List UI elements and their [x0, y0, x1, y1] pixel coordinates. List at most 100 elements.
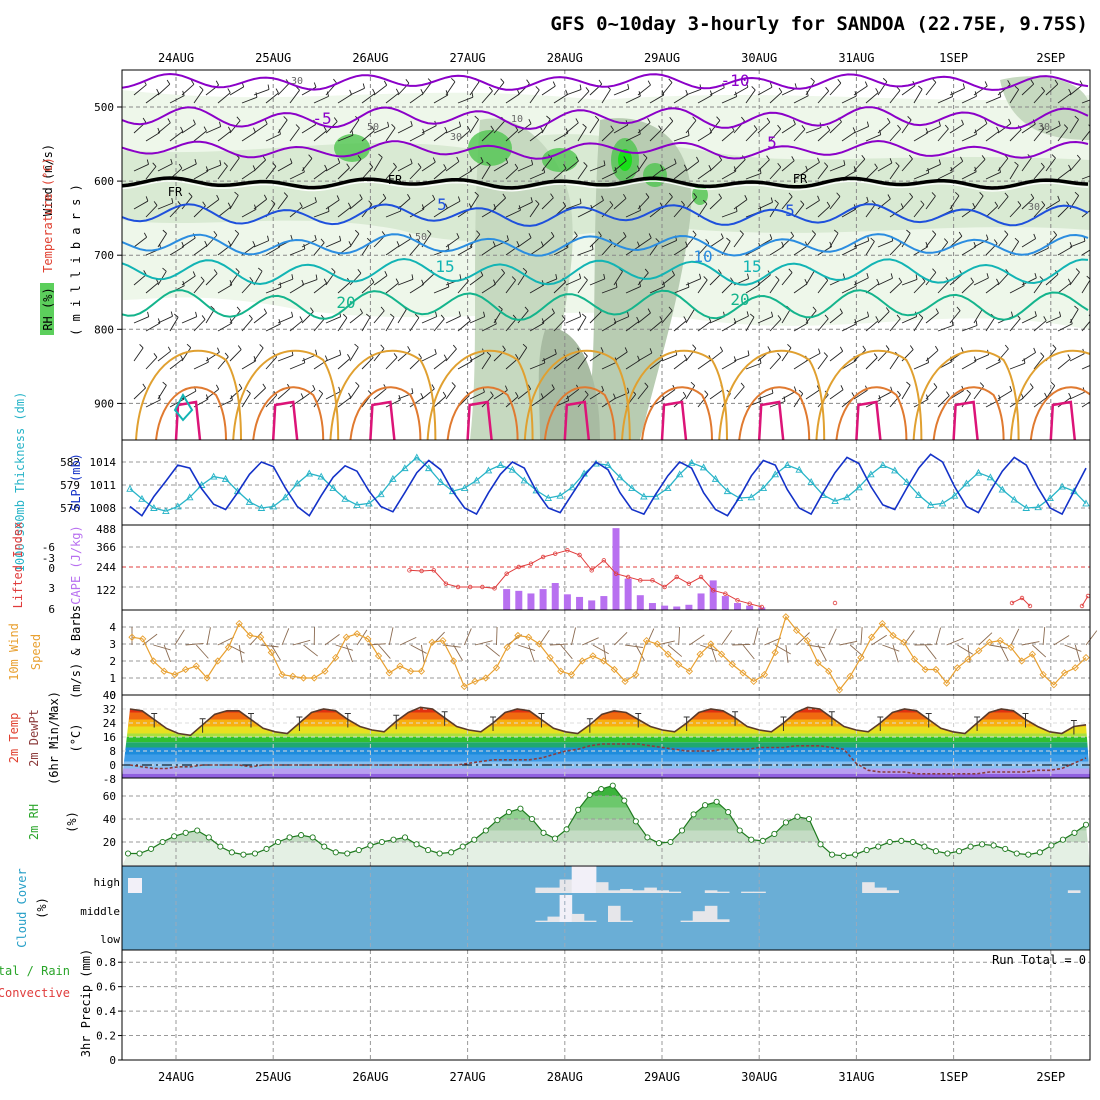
- wind-barb-flag: [885, 345, 890, 350]
- wind-barb: [325, 354, 341, 362]
- contour-label: FR: [168, 185, 183, 199]
- wind-barb-flag: [719, 346, 724, 352]
- wind10-marker: [760, 670, 769, 679]
- wind-barb-flag: [584, 390, 589, 396]
- wind-barb-flag: [530, 197, 533, 203]
- wind-barb: [901, 385, 911, 400]
- wind-barb: [241, 360, 256, 370]
- wind10-marker: [889, 631, 897, 640]
- cloud-bar: [620, 920, 633, 922]
- wind-barb-flag: [255, 92, 258, 98]
- wind10-barb: [399, 636, 417, 646]
- date-label-top: 28AUG: [547, 51, 583, 65]
- wind-barb-flag: [395, 278, 399, 284]
- wind-barb: [889, 128, 901, 142]
- contour-label: 10: [511, 114, 523, 125]
- wind-barb: [637, 122, 651, 134]
- wind-barb-flag: [162, 381, 167, 386]
- wind-barb: [889, 318, 901, 332]
- wind-barb: [157, 233, 167, 248]
- wind-barb: [493, 197, 506, 210]
- wind-barb-flag: [458, 311, 461, 317]
- wind-barb-flag: [143, 232, 148, 238]
- wind-barb-flag: [578, 273, 582, 279]
- wind-barb: [1021, 277, 1037, 286]
- rh-marker: [921, 843, 928, 850]
- wind-barb-flag: [502, 193, 506, 199]
- contour-freezing-inner: [122, 180, 1089, 192]
- wind-barb: [313, 130, 327, 142]
- wind-barb-flag: [359, 308, 363, 314]
- thickness-marker: [257, 504, 266, 511]
- thickness-line: [129, 456, 1087, 512]
- rh-marker: [355, 847, 362, 854]
- wind-barb-flag: [1053, 230, 1058, 236]
- cape-bar: [612, 528, 620, 610]
- wind-barb: [889, 207, 904, 218]
- wind-barb: [265, 246, 281, 256]
- wind-barb: [565, 316, 581, 324]
- wind-barb-flag: [457, 196, 461, 202]
- rh-moist-spot: [334, 134, 370, 162]
- wind10-marker: [364, 635, 372, 643]
- wind-barb-flag: [864, 81, 868, 87]
- wind-barb: [685, 160, 700, 172]
- contour-plus35-arc: [369, 400, 396, 440]
- wind-barb-flag: [579, 84, 582, 90]
- wind-barb: [865, 203, 876, 218]
- contour-label: 5: [437, 195, 447, 214]
- rh-marker: [332, 849, 339, 856]
- wind10-marker: [621, 677, 629, 686]
- wind-barb: [205, 164, 222, 172]
- wind10-marker: [1082, 653, 1090, 662]
- wind-barb-flag: [778, 87, 783, 93]
- wind-barb: [229, 349, 242, 362]
- wind-barb-flag: [192, 271, 196, 277]
- wind-barb-flag: [950, 205, 953, 211]
- temp-band: [122, 773, 1090, 778]
- wind-barb: [301, 86, 317, 96]
- wind-barb-flag: [444, 203, 448, 209]
- wind10-marker: [632, 670, 640, 679]
- wind-barb-flag: [1034, 273, 1037, 279]
- wind-barb-flag: [747, 350, 750, 356]
- wind-barb: [793, 245, 808, 256]
- contour-label: 50: [415, 232, 427, 243]
- wind-barb-flag: [410, 120, 413, 126]
- temp-band: [122, 712, 1090, 720]
- wind10-marker: [160, 667, 168, 675]
- wind10-marker: [439, 636, 447, 645]
- thickness-marker: [293, 479, 302, 487]
- wind10-barb: [614, 631, 628, 646]
- wind-barb-flag: [275, 88, 279, 94]
- wind-barb: [973, 277, 989, 286]
- wind-barb-flag: [875, 316, 879, 321]
- thickness-marker: [448, 487, 457, 495]
- cape-bar: [576, 596, 584, 610]
- wind-barb: [997, 234, 1009, 248]
- wind-barb: [445, 237, 460, 248]
- wind-barb-flag: [371, 126, 375, 131]
- wind-barb: [541, 312, 555, 324]
- wind-barb: [769, 279, 780, 294]
- wind10-marker: [642, 636, 651, 645]
- wind-barb-flag: [704, 390, 709, 395]
- thickness-marker: [150, 504, 158, 511]
- wind-barb: [865, 241, 875, 256]
- wind-barb-flag: [339, 235, 342, 241]
- wind10-marker: [610, 665, 618, 674]
- wind-barb-flag: [486, 161, 491, 166]
- wind-barb-flag: [975, 320, 978, 326]
- wind-barb: [937, 325, 954, 332]
- rh-grid: [122, 778, 1090, 866]
- wind-barb: [241, 208, 257, 218]
- wind-barb: [1033, 356, 1045, 370]
- wind10-barb: [571, 627, 576, 646]
- contour-plus30-arc: [349, 386, 422, 440]
- cloud-bar: [692, 911, 706, 922]
- wind-barb-flag: [324, 164, 328, 170]
- wind-barb-flag: [1063, 124, 1068, 129]
- wind-barb: [445, 315, 461, 324]
- wind-barb-flag: [823, 352, 828, 357]
- wind-barb-flag: [680, 200, 685, 206]
